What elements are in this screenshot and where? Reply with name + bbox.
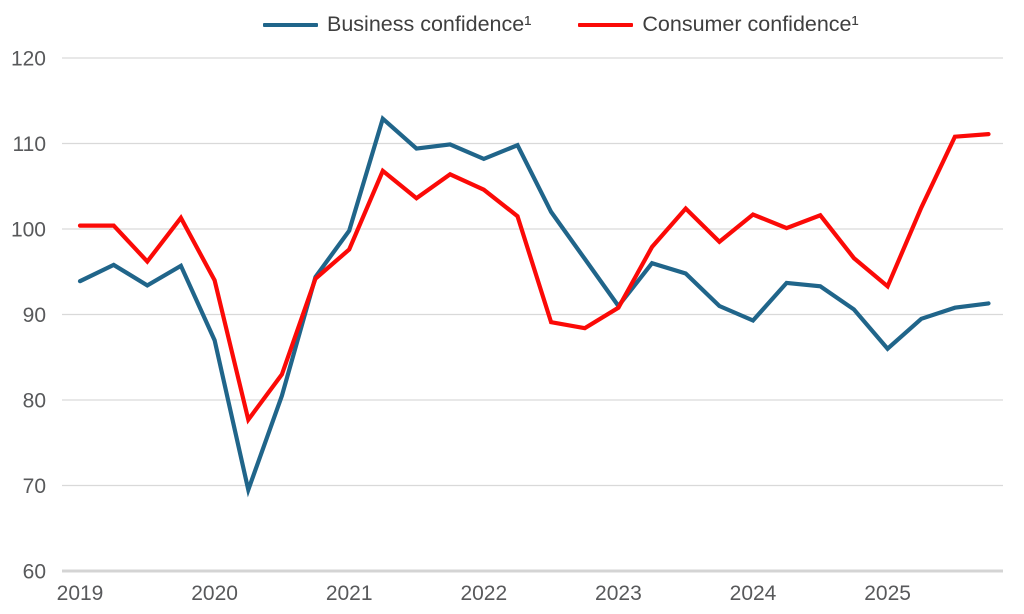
x-tick-label-2019: 2019 (57, 582, 104, 605)
y-tick-label-120: 120 (11, 48, 46, 71)
x-tick-label-2021: 2021 (326, 582, 373, 605)
x-tick-label-2025: 2025 (864, 582, 911, 605)
legend-label-business: Business confidence¹ (327, 12, 532, 36)
x-tick-label-2024: 2024 (730, 582, 777, 605)
legend-item-consumer-confidence: Consumer confidence¹ (578, 12, 859, 37)
consumer-line-swatch-icon (578, 22, 634, 27)
chart-legend: Business confidence¹ Consumer confidence… (263, 12, 859, 37)
y-tick-label-70: 70 (23, 475, 46, 498)
y-tick-label-60: 60 (23, 561, 46, 584)
x-tick-label-2022: 2022 (460, 582, 507, 605)
legend-label-consumer: Consumer confidence¹ (642, 12, 859, 36)
business-line-swatch-icon (263, 22, 318, 27)
consumer-confidence-line (77, 132, 991, 425)
business-confidence-line (77, 114, 991, 498)
x-tick-label-2020: 2020 (191, 582, 238, 605)
x-tick-label-2023: 2023 (595, 582, 642, 605)
y-tick-label-110: 110 (13, 133, 46, 156)
y-tick-label-90: 90 (23, 304, 46, 327)
y-tick-label-100: 100 (11, 219, 46, 242)
legend-item-business-confidence: Business confidence¹ (263, 12, 531, 37)
y-tick-label-80: 80 (23, 390, 46, 413)
